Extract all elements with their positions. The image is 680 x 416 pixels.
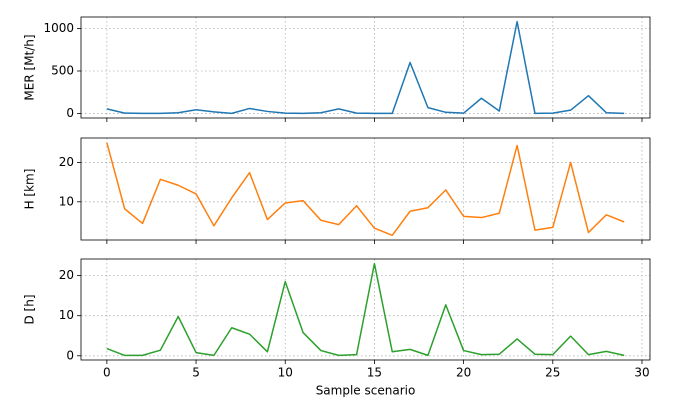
y-tick-label: 10 <box>59 308 74 322</box>
x-tick-label: 25 <box>545 366 560 380</box>
x-tick-label: 5 <box>192 366 200 380</box>
x-tick-label: 15 <box>367 366 382 380</box>
plot-frame <box>80 258 651 361</box>
x-tick-label: 10 <box>278 366 293 380</box>
x-axis-label: Sample scenario <box>316 384 416 398</box>
x-tick-label: 0 <box>103 366 111 380</box>
x-tick-label: 30 <box>634 366 649 380</box>
y-axis-label: H [km] <box>23 169 37 210</box>
plot-frame <box>80 137 651 241</box>
y-tick-label: 1000 <box>43 21 74 35</box>
y-tick-label: 500 <box>51 63 74 77</box>
data-line <box>106 142 625 237</box>
y-axis-label: D [h] <box>23 294 37 324</box>
plot-frame <box>80 16 651 119</box>
x-tick-label: 20 <box>456 366 471 380</box>
data-line <box>106 20 625 115</box>
y-tick-label: 20 <box>59 268 74 282</box>
data-line <box>106 262 625 357</box>
y-tick-label: 0 <box>66 348 74 362</box>
y-axis-label: MER [Mt/h] <box>23 34 37 100</box>
y-tick-label: 20 <box>59 155 74 169</box>
y-tick-label: 0 <box>66 106 74 120</box>
y-tick-label: 10 <box>59 194 74 208</box>
